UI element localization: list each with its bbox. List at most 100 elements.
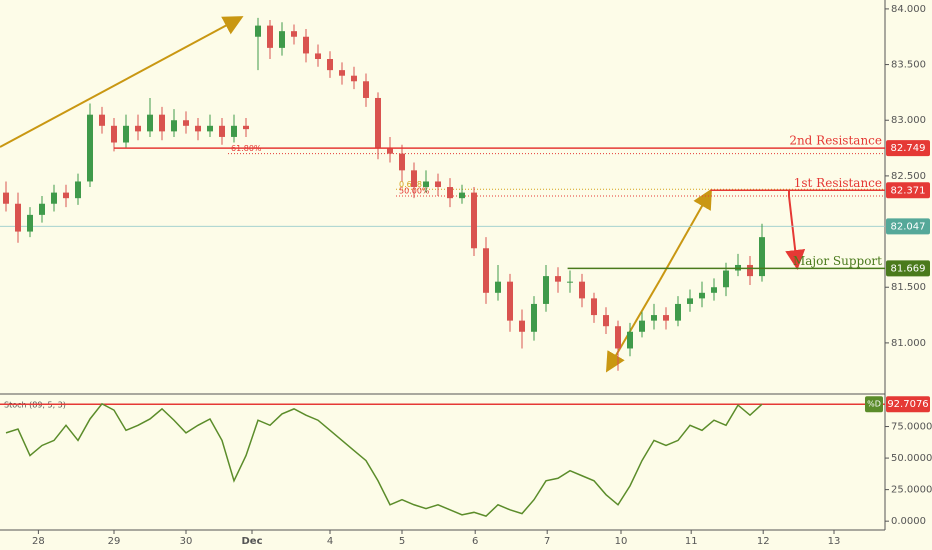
candle-body: [327, 59, 333, 71]
candle-body: [459, 192, 465, 199]
candle-body: [315, 53, 321, 60]
candle-body: [723, 270, 729, 288]
candle-body: [507, 281, 513, 321]
candle-body: [387, 148, 393, 154]
candle-body: [759, 237, 765, 277]
candle-body: [711, 287, 717, 293]
candle-body: [423, 181, 429, 188]
candle-body: [159, 114, 165, 132]
candle-body: [411, 170, 417, 188]
candle-body: [519, 320, 525, 332]
level-price-tag: 82.371: [891, 185, 926, 196]
y-tick-label: 81.500: [891, 282, 926, 293]
candle-body: [15, 203, 21, 232]
level-price-tag-box: [886, 140, 930, 157]
stoch-line: [5, 402, 763, 517]
candle-body: [99, 114, 105, 126]
candle-body: [111, 125, 117, 143]
y-tick-label: 83.500: [891, 60, 926, 71]
indicator-title: Stoch (89, 5, 3): [4, 401, 66, 410]
x-tick-label: Dec: [241, 536, 262, 547]
candle-body: [531, 303, 537, 332]
candle-body: [399, 153, 405, 171]
candle-body: [243, 125, 249, 130]
x-tick-label: 4: [327, 536, 333, 547]
level-price-tag: 92.7076: [887, 399, 928, 410]
candle-body: [195, 125, 201, 132]
x-tick-label: 11: [685, 536, 698, 547]
candle-body: [627, 331, 633, 349]
x-tick-label: 30: [180, 536, 193, 547]
candle-body: [651, 315, 657, 321]
candle-body: [435, 181, 441, 188]
candle-body: [147, 114, 153, 132]
candle-body: [675, 303, 681, 321]
candle-body: [375, 97, 381, 149]
x-tick-label: 5: [399, 536, 405, 547]
candle-body: [291, 31, 297, 37]
candle-body: [351, 75, 357, 82]
candle-body: [135, 125, 141, 132]
x-tick-label: 29: [108, 536, 121, 547]
candle-body: [603, 315, 609, 327]
y-tick-label: 81.000: [891, 338, 926, 349]
last-price-tag: 82.047: [891, 221, 926, 232]
legend-box: [865, 396, 883, 413]
level-price-tag-box: [886, 396, 930, 413]
trend-arrow: [659, 188, 712, 281]
candle-body: [471, 192, 477, 249]
candle-body: [231, 125, 237, 137]
candle-body: [183, 120, 189, 126]
candle-body: [639, 320, 645, 332]
candle-body: [747, 264, 753, 277]
y-tick-label: 75.0000: [891, 422, 932, 433]
level-price-tag: 82.749: [891, 143, 926, 154]
level-label: 2nd Resistance: [789, 134, 882, 148]
candle-body: [543, 276, 549, 304]
candle-body: [219, 125, 225, 137]
candle-body: [699, 292, 705, 299]
trend-arrow: [605, 279, 661, 373]
candle-body: [363, 81, 369, 98]
candle-body: [663, 315, 669, 321]
candle-body: [279, 31, 285, 48]
x-tick-label: 28: [32, 536, 45, 547]
y-tick-label: 0.0000: [891, 516, 926, 527]
level-label: Major Support: [793, 254, 882, 268]
y-tick-label: 83.000: [891, 115, 926, 126]
candle-body: [75, 181, 81, 199]
candle-body: [495, 281, 501, 293]
candle-body: [171, 120, 177, 132]
candle-body: [615, 326, 621, 349]
legend-label: %D: [867, 400, 881, 409]
candle-body: [483, 248, 489, 293]
candle-body: [555, 276, 561, 282]
level-label: 1st Resistance: [794, 176, 882, 190]
x-tick-label: 6: [472, 536, 478, 547]
candle-body: [447, 187, 453, 199]
x-tick-label: 13: [828, 536, 841, 547]
candle-body: [567, 281, 573, 283]
candle-body: [27, 214, 33, 232]
y-tick-label: 50.0000: [891, 453, 932, 464]
fib-label: 0.618: [399, 180, 422, 189]
candle-body: [123, 125, 129, 143]
candle-body: [255, 25, 261, 37]
trend-arrow: [0, 16, 244, 148]
level-price-tag-box: [886, 182, 930, 199]
x-tick-label: 7: [544, 536, 550, 547]
candle-body: [591, 298, 597, 316]
candle-body: [51, 192, 57, 204]
candle-body: [87, 114, 93, 182]
last-price-tag-box: [886, 218, 930, 235]
candle-body: [579, 281, 585, 299]
y-tick-label: 84.000: [891, 4, 926, 15]
candle-body: [63, 192, 69, 199]
candle-body: [267, 25, 273, 48]
x-tick-label: 10: [615, 536, 628, 547]
candle-body: [303, 36, 309, 54]
level-price-tag: 81.669: [891, 263, 926, 274]
candle-body: [687, 298, 693, 304]
